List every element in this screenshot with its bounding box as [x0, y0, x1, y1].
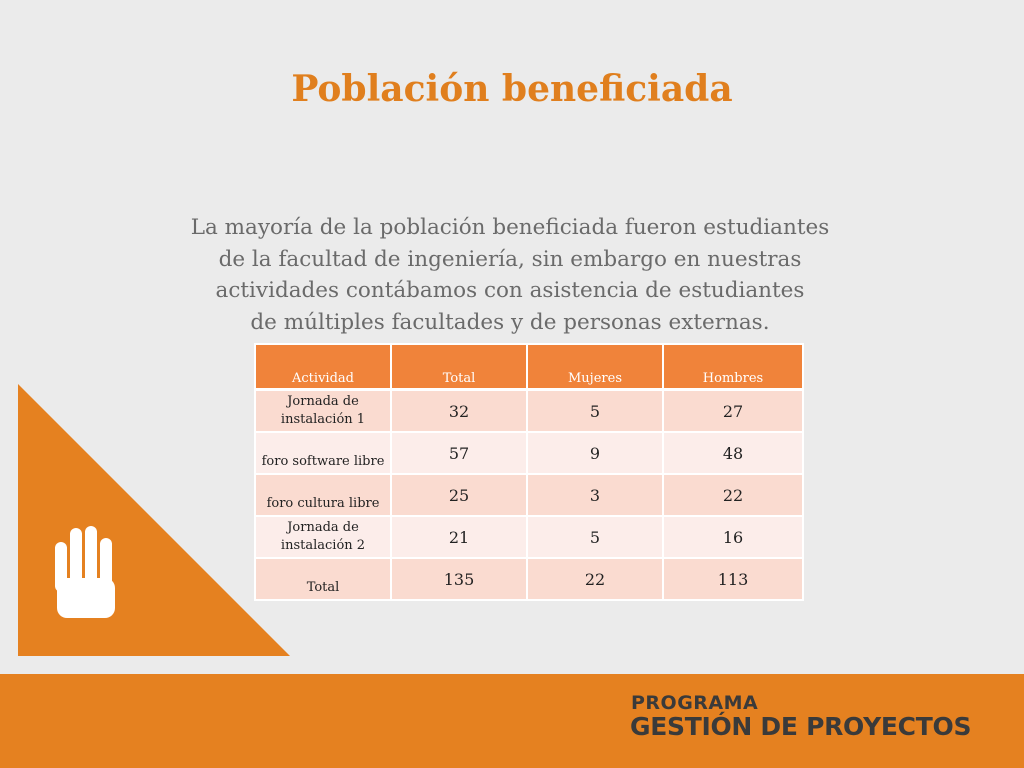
cell-hombres: 48 [662, 431, 804, 475]
cell-hombres: 22 [662, 473, 804, 517]
cell-actividad: foro cultura libre [254, 473, 392, 517]
raised-hand-icon [55, 526, 115, 618]
header-hombres: Hombres [662, 343, 804, 391]
paragraph-line: La mayoría de la población beneficiada f… [190, 215, 830, 240]
cell-mujeres: 5 [526, 515, 664, 559]
cell-total: 21 [390, 515, 528, 559]
cell-hombres: 113 [662, 557, 804, 601]
table-row: foro cultura libre 25 3 22 [254, 473, 804, 517]
cell-mujeres: 22 [526, 557, 664, 601]
cell-hombres: 27 [662, 388, 804, 433]
cell-mujeres: 5 [526, 388, 664, 433]
cell-actividad: foro software libre [254, 431, 392, 475]
cell-mujeres: 9 [526, 431, 664, 475]
table-row: foro software libre 57 9 48 [254, 431, 804, 475]
slide-title: Población beneficiada [291, 68, 733, 110]
table-total-row: Total 135 22 113 [254, 557, 804, 601]
table-row: Jornada de instalación 1 32 5 27 [254, 388, 804, 433]
table-header-row: Actividad Total Mujeres Hombres [254, 343, 804, 391]
paragraph-line: de múltiples facultades y de personas ex… [250, 309, 770, 335]
program-logo-line2: GESTIÓN DE PROYECTOS [630, 712, 972, 741]
header-actividad: Actividad [254, 343, 392, 391]
header-total: Total [390, 343, 528, 391]
cell-total: 25 [390, 473, 528, 517]
cell-total: 135 [390, 557, 528, 601]
description-paragraph: La mayoría de la población beneficiada f… [160, 212, 860, 338]
cell-total: 32 [390, 388, 528, 433]
footer-bar [0, 674, 1024, 768]
cell-actividad: Total [254, 557, 392, 601]
cell-actividad: Jornada de instalación 1 [254, 388, 392, 433]
cell-mujeres: 3 [526, 473, 664, 517]
cell-actividad: Jornada de instalación 2 [254, 515, 392, 559]
program-logo-line1: PROGRAMA [631, 692, 759, 714]
paragraph-line: actividades contábamos con asistencia de… [215, 278, 805, 303]
beneficiaries-table: Actividad Total Mujeres Hombres Jornada … [254, 343, 804, 601]
cell-hombres: 16 [662, 515, 804, 559]
cell-total: 57 [390, 431, 528, 475]
header-mujeres: Mujeres [526, 343, 664, 391]
paragraph-line: de la facultad de ingeniería, sin embarg… [218, 246, 802, 272]
table-row: Jornada de instalación 2 21 5 16 [254, 515, 804, 559]
